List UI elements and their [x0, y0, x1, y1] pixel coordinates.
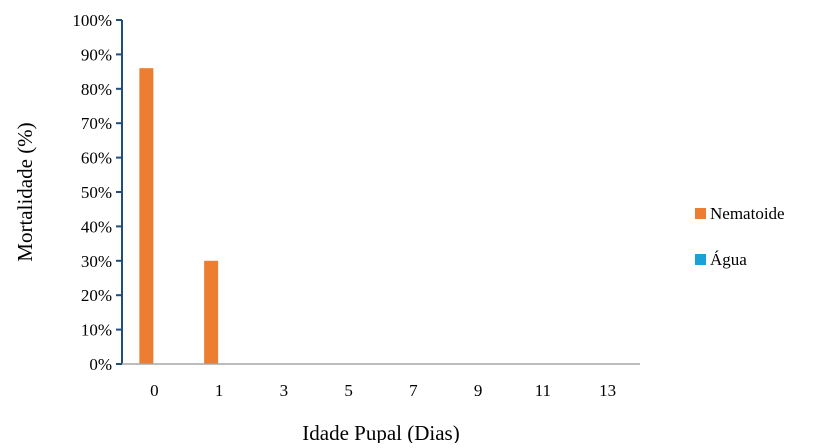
- x-tick-label: 9: [474, 381, 483, 400]
- y-axis-title: Mortalidade (%): [13, 122, 37, 261]
- y-tick-label: 70%: [81, 114, 112, 133]
- x-tick-label: 11: [535, 381, 551, 400]
- y-axis-ticks: 0% 10% 20% 30% 40% 50% 60% 70% 80% 90% 100%: [72, 11, 122, 374]
- legend-swatch-nematoide: [695, 208, 706, 219]
- y-tick-label: 10%: [81, 321, 112, 340]
- y-tick-label: 100%: [72, 11, 112, 30]
- x-tick-label: 5: [344, 381, 353, 400]
- legend-label-agua: Água: [710, 250, 747, 269]
- x-tick-label: 13: [599, 381, 616, 400]
- x-tick-label: 3: [280, 381, 289, 400]
- x-tick-label: 7: [409, 381, 418, 400]
- y-tick-label: 80%: [81, 80, 112, 99]
- legend: Nematoide Água: [695, 204, 785, 269]
- y-tick-label: 30%: [81, 252, 112, 271]
- y-tick-label: 90%: [81, 45, 112, 64]
- legend-label-nematoide: Nematoide: [710, 204, 785, 223]
- y-tick-label: 20%: [81, 286, 112, 305]
- legend-swatch-agua: [695, 254, 706, 265]
- x-axis-title: Idade Pupal (Dias): [302, 421, 459, 443]
- bar-nematoide-0: [139, 68, 154, 364]
- y-tick-label: 40%: [81, 217, 112, 236]
- y-tick-label: 50%: [81, 183, 112, 202]
- y-tick-label: 0%: [89, 355, 112, 374]
- x-tick-label: 1: [215, 381, 224, 400]
- x-axis-ticks: 0 1 3 5 7 9 11 13: [150, 381, 616, 400]
- bar-group: [139, 68, 219, 364]
- x-tick-label: 0: [150, 381, 159, 400]
- bar-nematoide-1: [204, 260, 219, 364]
- y-tick-label: 60%: [81, 149, 112, 168]
